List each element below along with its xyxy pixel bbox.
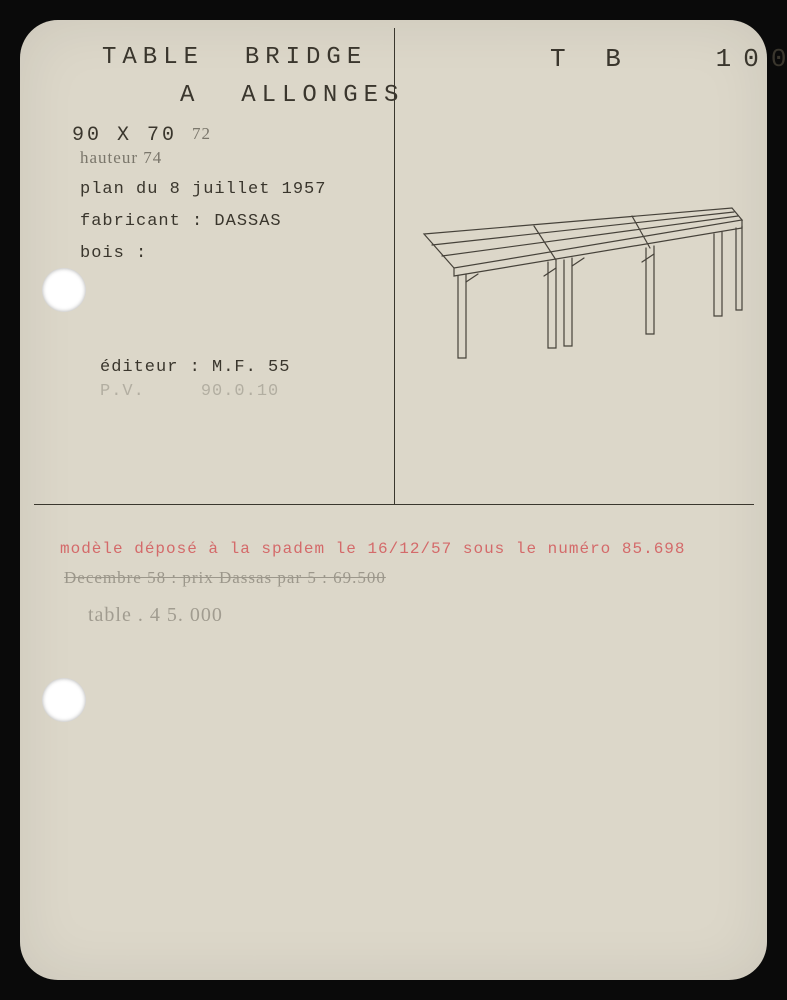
dimensions-typed: 90 X 70 (72, 124, 177, 147)
punch-hole-bottom (42, 678, 86, 722)
hand-december-line: Decembre 58 : prix Dassas par 5 : 69.500 (64, 568, 386, 588)
table-sketch (414, 190, 748, 390)
punch-hole-top (42, 268, 86, 312)
fabricant: fabricant : DASSAS (80, 212, 282, 231)
pv-faint: P.V. 90.0.10 (100, 382, 279, 401)
product-code: T B 100 (550, 44, 787, 74)
registration-note: modèle déposé à la spadem le 16/12/57 so… (60, 540, 686, 558)
bois: bois : (80, 244, 147, 263)
plan-date: plan du 8 juillet 1957 (80, 180, 326, 199)
title-line-2: A ALLONGES (180, 82, 404, 109)
index-card: TABLE BRIDGE A ALLONGES T B 100 90 X 70 … (20, 20, 767, 980)
dimensions-hand-correction: 72 (192, 124, 211, 144)
title-line-1: TABLE BRIDGE (102, 44, 367, 71)
editeur: éditeur : M.F. 55 (100, 358, 290, 377)
hand-price-line: table . 4 5. 000 (88, 604, 223, 627)
horizontal-rule (34, 504, 754, 505)
hauteur-handwritten: hauteur 74 (80, 148, 162, 168)
